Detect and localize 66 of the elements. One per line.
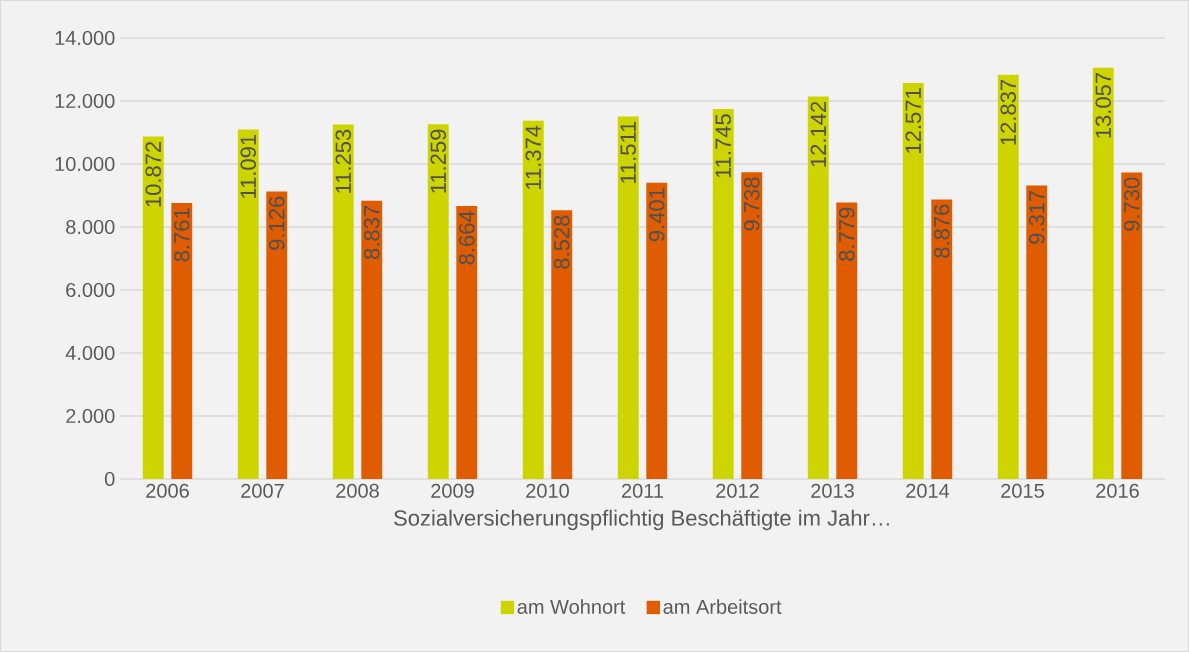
y-tick-label: 4.000 (65, 345, 115, 361)
bar (427, 124, 449, 479)
data-label: 9.401 (648, 188, 665, 242)
x-tick-label: 2012 (716, 483, 759, 498)
bar (741, 172, 763, 479)
y-tick-label: 14.000 (55, 30, 115, 46)
bar (522, 120, 544, 479)
bar (646, 182, 668, 479)
bar (237, 129, 259, 479)
bar (997, 74, 1019, 479)
data-label: 9.738 (743, 177, 760, 231)
x-tick-label: 2015 (1001, 483, 1044, 498)
y-tick-label: 0 (104, 471, 115, 487)
x-tick-label: 2010 (526, 483, 569, 498)
y-tick-label: 2.000 (66, 408, 115, 424)
data-label: 13.057 (1095, 73, 1112, 138)
bar (1026, 185, 1048, 479)
x-tick-label: 2013 (811, 483, 854, 498)
data-label: 8.876 (933, 204, 950, 258)
data-label: 11.511 (620, 121, 636, 184)
data-label: 11.259 (430, 129, 447, 193)
x-tick-label: 2016 (1096, 483, 1139, 498)
bar (617, 116, 639, 479)
y-tick-label: 8.000 (66, 219, 115, 235)
data-label: 9.730 (1123, 177, 1140, 231)
legend-label: am Wohnort (517, 599, 626, 614)
x-axis-title: Sozialversicherungspflichtig Beschäftigte im Jahr… (394, 509, 889, 531)
x-tick-label: 2008 (336, 483, 379, 498)
y-tick-label: 6.000 (66, 282, 115, 298)
data-label: 12.142 (810, 101, 826, 167)
bar (902, 83, 924, 479)
data-label: 12.571 (905, 88, 922, 153)
data-label: 10.872 (145, 141, 162, 207)
data-label: 11.091 (240, 134, 257, 198)
bar (361, 200, 383, 479)
data-label: 11.745 (715, 114, 731, 178)
bar (332, 124, 354, 479)
data-label: 8.664 (458, 211, 475, 265)
data-label: 11.374 (525, 125, 542, 189)
bar (836, 202, 858, 479)
x-tick-label: 2006 (146, 483, 189, 498)
bar (712, 109, 734, 479)
data-label: 8.528 (553, 215, 570, 269)
bar (807, 96, 829, 479)
x-tick-label: 2009 (431, 483, 474, 498)
bar (171, 203, 193, 479)
data-label: 12.837 (1000, 80, 1017, 145)
legend-label: am Arbeitsort (663, 599, 782, 614)
x-tick-label: 2011 (622, 483, 664, 498)
x-tick-label: 2014 (906, 483, 950, 498)
bar (1092, 67, 1114, 479)
y-tick-label: 12.000 (55, 93, 115, 109)
y-tick-label: 10.000 (55, 156, 115, 172)
x-tick-label: 2007 (241, 483, 284, 498)
bar (266, 191, 288, 479)
data-label: 8.761 (173, 208, 190, 262)
bar (551, 210, 573, 479)
bar (931, 199, 953, 479)
bar (456, 206, 478, 479)
data-label: 8.779 (838, 207, 855, 261)
data-label: 9.126 (268, 196, 285, 250)
data-label: 8.837 (363, 206, 380, 259)
bar (142, 136, 164, 479)
data-label: 11.253 (335, 129, 352, 193)
data-label: 9.317 (1028, 190, 1045, 244)
bar (1121, 172, 1143, 479)
